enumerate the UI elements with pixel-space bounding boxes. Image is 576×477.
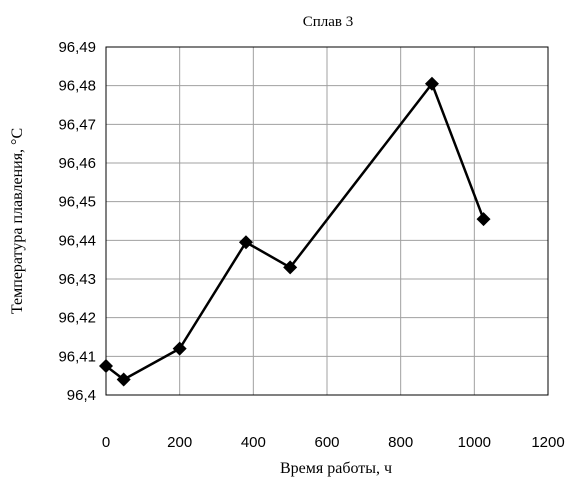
x-tick-label: 200 xyxy=(167,434,192,451)
x-tick-label: 1000 xyxy=(458,434,491,451)
x-tick-label: 0 xyxy=(102,434,110,451)
x-tick-label: 800 xyxy=(388,434,413,451)
x-tick-label: 600 xyxy=(314,434,339,451)
grid xyxy=(106,47,548,395)
data-point xyxy=(424,76,439,91)
y-tick-label: 96,45 xyxy=(58,194,96,211)
y-tick-label: 96,49 xyxy=(58,39,96,56)
y-tick-label: 96,42 xyxy=(58,310,96,327)
x-axis-label: Время работы, ч xyxy=(280,460,392,477)
y-tick-label: 96,47 xyxy=(58,116,96,133)
data-point xyxy=(99,359,113,373)
y-tick-label: 96,46 xyxy=(58,155,96,172)
x-tick-label: 1200 xyxy=(531,434,564,451)
x-axis: 0 200 400 600 800 1000 1200 xyxy=(102,434,565,451)
y-tick-label: 96,41 xyxy=(58,348,96,365)
data-point xyxy=(116,372,131,387)
y-tick-label: 96,44 xyxy=(58,232,96,249)
chart-title: Сплав 3 xyxy=(303,14,354,30)
data-point xyxy=(283,260,298,275)
y-axis-label: Температура плавления, °С xyxy=(9,128,26,314)
series xyxy=(99,76,491,387)
plot-frame xyxy=(105,46,549,396)
x-tick-label: 400 xyxy=(241,434,266,451)
data-point xyxy=(172,341,187,356)
y-axis: 96,4 96,41 96,42 96,43 96,44 96,45 96,46 96,47 9… xyxy=(58,39,96,404)
series-line xyxy=(105,82,485,381)
data-point xyxy=(476,212,491,227)
y-tick-label: 96,48 xyxy=(58,78,96,95)
y-tick-label: 96,43 xyxy=(58,271,96,288)
y-tick-label: 96,4 xyxy=(67,387,96,404)
data-point xyxy=(238,235,253,250)
